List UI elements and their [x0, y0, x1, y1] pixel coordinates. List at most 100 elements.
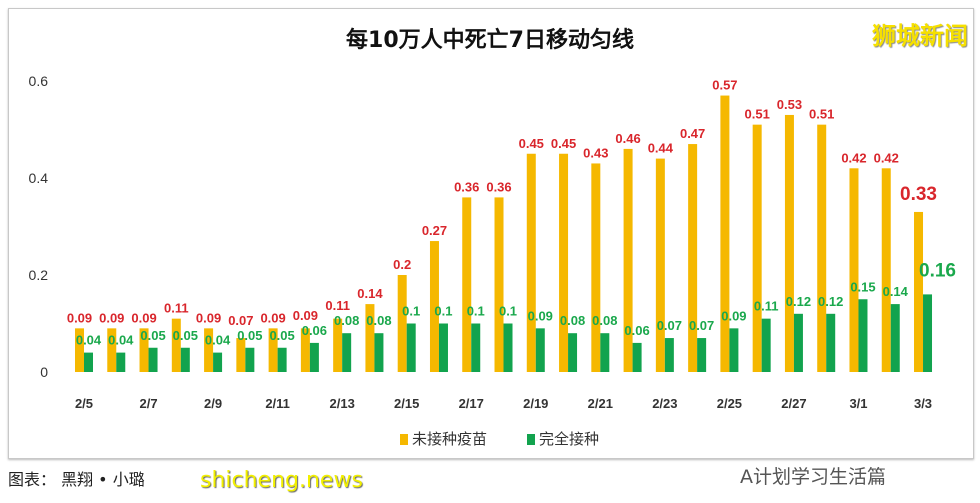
data-label-unvaccinated: 0.43 [583, 145, 608, 160]
y-tick-label: 0.6 [29, 73, 49, 89]
bar-unvaccinated [333, 318, 343, 372]
x-tick-label: 2/15 [394, 396, 419, 411]
data-label-unvaccinated: 0.46 [615, 131, 640, 146]
bar-vaccinated [245, 347, 255, 372]
bar-vaccinated [309, 342, 319, 372]
bar-unvaccinated [817, 124, 827, 373]
x-tick-label: 2/17 [459, 396, 484, 411]
bar-unvaccinated [365, 304, 375, 372]
bar-unvaccinated [75, 328, 84, 372]
bar-vaccinated [600, 333, 610, 372]
bar-unvaccinated [849, 168, 859, 372]
bar-unvaccinated [559, 153, 569, 372]
data-label-unvaccinated: 0.11 [325, 298, 350, 313]
bar-vaccinated [729, 328, 739, 372]
bar-vaccinated [664, 338, 674, 372]
data-label-unvaccinated: 0.09 [196, 310, 221, 325]
bar-vaccinated [535, 328, 545, 372]
data-label-vaccinated: 0.08 [592, 313, 617, 328]
data-label-vaccinated: 0.04 [76, 333, 102, 348]
y-tick-label: 0.4 [29, 170, 49, 186]
data-label-unvaccinated: 0.27 [422, 223, 447, 238]
brand-watermark: 狮城新闻 [872, 22, 968, 50]
bar-unvaccinated [655, 158, 665, 372]
y-tick-label: 0 [40, 364, 48, 380]
chart-frame [8, 8, 974, 459]
data-label-unvaccinated: 0.53 [777, 97, 802, 112]
data-label-vaccinated: 0.05 [173, 328, 198, 343]
bar-vaccinated [213, 352, 223, 372]
data-label-unvaccinated: 0.45 [551, 136, 576, 151]
x-tick-label: 2/9 [204, 396, 222, 411]
legend-label: 未接种疫苗 [412, 430, 488, 448]
bar-unvaccinated [881, 168, 891, 372]
data-label-unvaccinated: 0.47 [680, 126, 705, 141]
data-label-vaccinated: 0.09 [721, 308, 746, 323]
legend-item-unvaccinated: 未接种疫苗 [400, 428, 487, 449]
bar-vaccinated [84, 352, 93, 372]
data-label-vaccinated: 0.08 [560, 313, 585, 328]
bar-unvaccinated [236, 338, 246, 372]
data-label-vaccinated: 0.07 [657, 318, 682, 333]
chart-title: 每10万人中死亡7日移动匀线 [346, 28, 634, 53]
data-label-vaccinated: 0.1 [402, 304, 420, 319]
bar-unvaccinated [720, 95, 730, 373]
account-watermark: A计划学习生活篇 [740, 466, 886, 488]
legend-label: 完全接种 [539, 430, 600, 448]
x-tick-label: 2/11 [265, 396, 290, 411]
bar-vaccinated [697, 338, 707, 372]
bar-vaccinated [632, 342, 642, 372]
data-label-vaccinated: 0.06 [302, 323, 327, 338]
x-tick-label: 2/21 [588, 396, 613, 411]
data-label-unvaccinated: 0.09 [260, 310, 285, 325]
data-label-vaccinated: 0.1 [499, 304, 517, 319]
bar-vaccinated [923, 294, 933, 372]
bar-vaccinated [568, 333, 578, 372]
bar-vaccinated [148, 347, 158, 372]
data-label-vaccinated: 0.04 [108, 333, 134, 348]
data-label-unvaccinated: 0.51 [745, 107, 770, 122]
bar-unvaccinated [107, 328, 117, 372]
data-label-vaccinated: 0.15 [850, 279, 875, 294]
x-tick-label: 3/1 [849, 396, 867, 411]
x-tick-label: 2/25 [717, 396, 742, 411]
data-label-vaccinated: 0.1 [467, 304, 485, 319]
bar-unvaccinated [429, 241, 439, 372]
data-label-unvaccinated: 0.42 [841, 150, 866, 165]
bar-unvaccinated [591, 163, 601, 372]
data-label-unvaccinated: 0.51 [809, 107, 834, 122]
bar-vaccinated [890, 304, 900, 372]
bar-vaccinated [826, 313, 836, 372]
data-label-vaccinated: 0.08 [334, 313, 359, 328]
data-label-vaccinated: 0.08 [366, 313, 391, 328]
data-label-unvaccinated: 0.36 [486, 179, 511, 194]
bar-vaccinated [503, 323, 513, 372]
bar-vaccinated [180, 347, 190, 372]
x-tick-label: 2/5 [75, 396, 93, 411]
data-label-vaccinated: 0.05 [237, 328, 262, 343]
bar-unvaccinated [204, 328, 214, 372]
chart-credit: 图表： 黑翔 • 小璐 [8, 470, 145, 489]
bar-unvaccinated [914, 211, 924, 372]
data-label-unvaccinated: 0.44 [648, 141, 674, 156]
bar-unvaccinated [171, 318, 181, 372]
bar-vaccinated [277, 347, 287, 372]
data-label-vaccinated: 0.06 [624, 323, 649, 338]
bar-unvaccinated [494, 197, 504, 372]
x-tick-label: 2/27 [781, 396, 806, 411]
x-tick-label: 3/3 [914, 396, 932, 411]
data-label-vaccinated: 0.14 [883, 284, 909, 299]
legend: 未接种疫苗 完全接种 [400, 428, 599, 449]
y-tick-label: 0.2 [29, 267, 49, 283]
bar-unvaccinated [752, 124, 762, 373]
data-label-vaccinated: 0.16 [919, 260, 956, 281]
data-label-vaccinated: 0.04 [205, 333, 231, 348]
bar-unvaccinated [139, 328, 149, 372]
data-label-unvaccinated: 0.09 [131, 310, 156, 325]
bar-vaccinated [406, 323, 416, 372]
data-label-unvaccinated: 0.33 [900, 184, 937, 205]
bar-unvaccinated [462, 197, 472, 372]
data-label-unvaccinated: 0.57 [712, 78, 737, 93]
bar-vaccinated [342, 333, 352, 372]
